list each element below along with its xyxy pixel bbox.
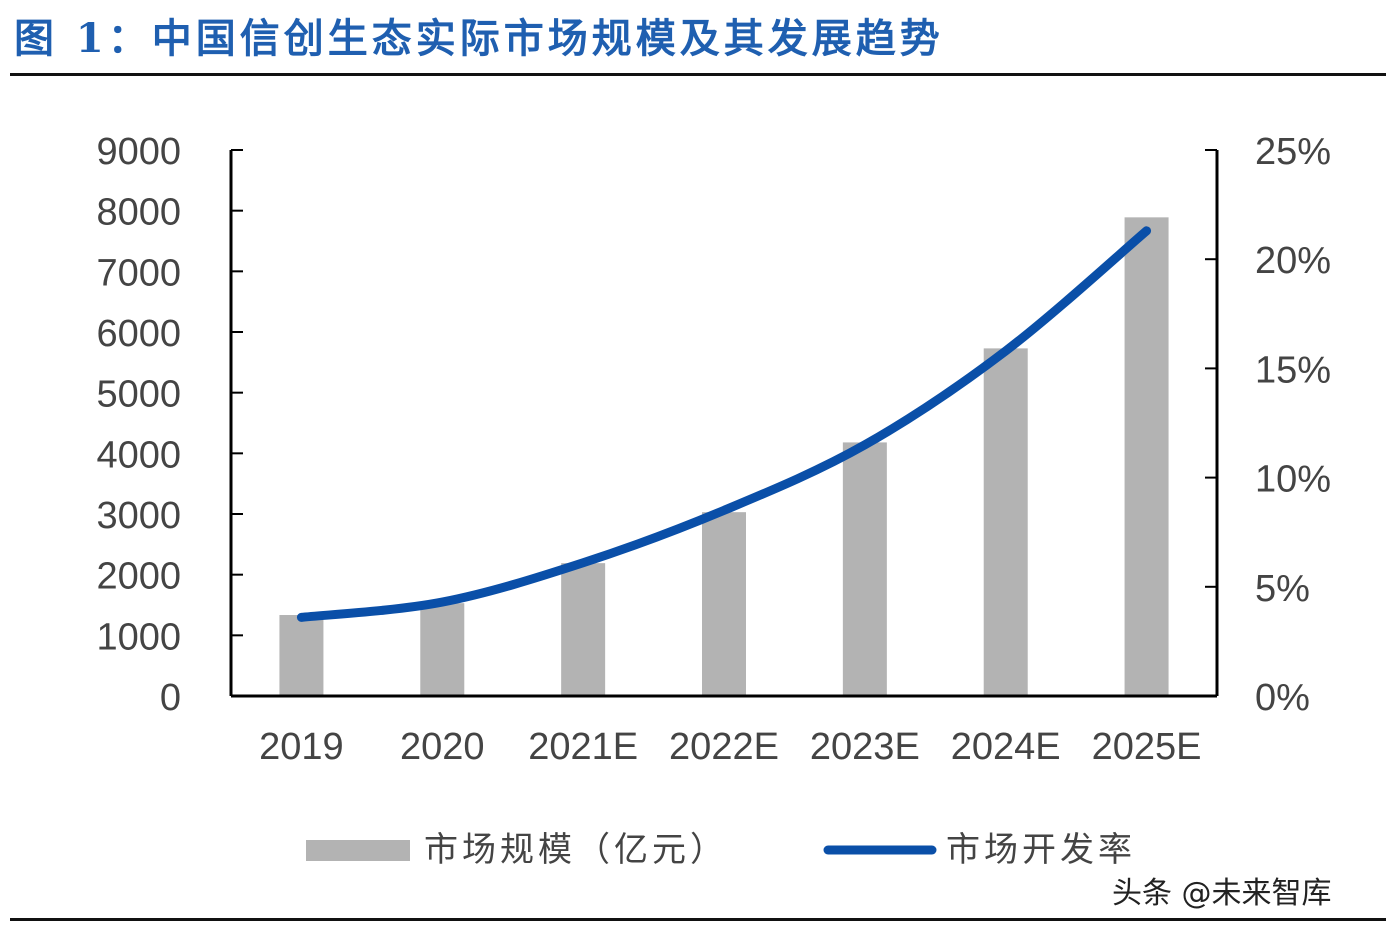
x-tick-label: 2019 [259,726,344,768]
right-tick-label: 15% [1255,349,1331,391]
x-tick-label: 2023E [810,726,920,768]
right-tick-label: 20% [1255,240,1331,282]
watermark: 头条 @未来智库 [1112,876,1332,911]
x-tick-label: 2022E [669,726,779,768]
bottom-rule [10,918,1386,921]
x-tick-label: 2021E [528,726,638,768]
left-tick-label: 3000 [96,495,181,537]
left-tick-label: 9000 [96,131,181,173]
left-tick-label: 8000 [96,192,181,234]
left-tick-label: 5000 [96,374,181,416]
left-tick-label: 6000 [96,313,181,355]
left-tick-label: 1000 [96,616,181,658]
legend-bar-swatch [306,840,410,861]
top-rule [10,73,1386,76]
left-tick-label: 2000 [96,556,181,598]
right-tick-label: 10% [1255,459,1331,501]
left-tick-label: 4000 [96,434,181,476]
figure-title: 图 1：中国信创生态实际市场规模及其发展趋势 [14,15,944,62]
bar-2024E [983,348,1028,696]
bar-2020 [420,603,465,696]
bar-2021E [561,563,606,696]
x-tick-label: 2020 [400,726,485,768]
bar-2023E [842,442,887,696]
x-tick-label: 2025E [1092,726,1202,768]
line-series [296,226,1152,622]
right-tick-label: 5% [1255,568,1310,610]
bar-2022E [702,512,746,696]
left-tick-label: 0 [160,677,181,719]
bar-2025E [1124,217,1169,696]
left-tick-label: 7000 [96,252,181,294]
right-tick-label: 25% [1255,131,1331,173]
legend-bar-label: 市场规模（亿元） [424,830,728,870]
right-tick-label: 0% [1255,677,1310,719]
legend-line-label: 市场开发率 [946,830,1136,870]
bar-2019 [279,615,324,696]
x-tick-label: 2024E [951,726,1061,768]
